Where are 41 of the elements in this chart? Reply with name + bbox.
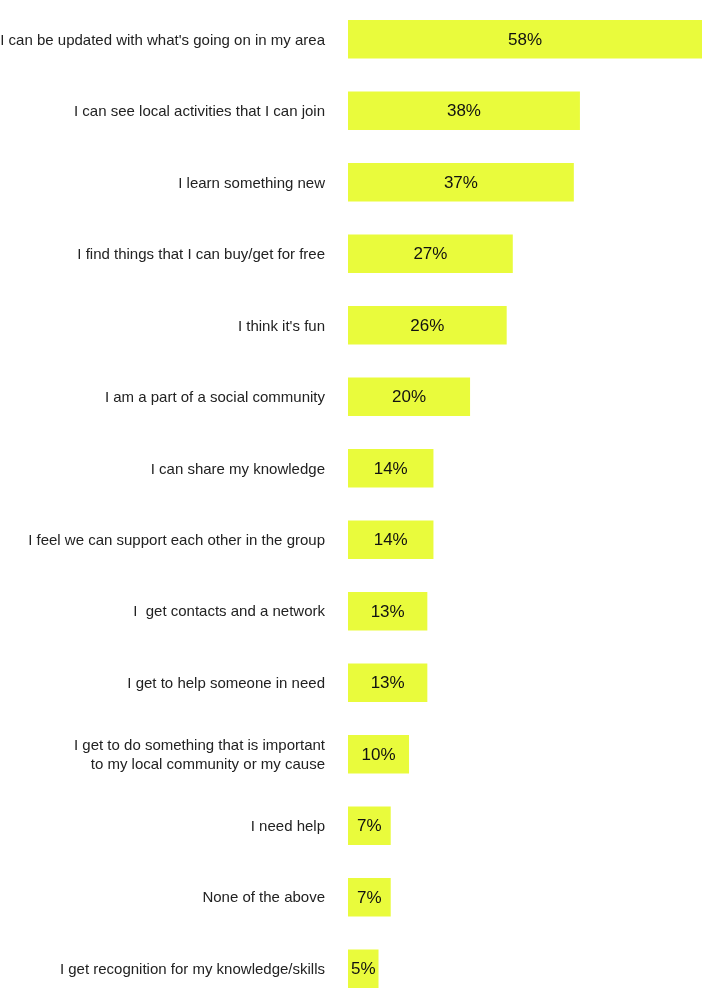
y-tick-label: I get to do something that is important to my local community or my cause bbox=[74, 735, 326, 773]
data-label: 7% bbox=[357, 816, 382, 836]
bar bbox=[348, 234, 513, 274]
data-label: 27% bbox=[413, 244, 448, 264]
bar bbox=[348, 20, 702, 59]
y-tick-label: I get recognition for my knowledge/skills bbox=[59, 959, 325, 977]
bar bbox=[348, 806, 391, 845]
data-label: 13% bbox=[370, 673, 405, 693]
data-label: 14% bbox=[373, 530, 408, 550]
y-tick-label: I get contacts and a network bbox=[133, 602, 326, 620]
y-tick-label: I get to help someone in need bbox=[127, 673, 325, 691]
bar bbox=[348, 448, 434, 488]
data-label: 20% bbox=[392, 387, 427, 407]
bar bbox=[348, 163, 574, 202]
data-label: 13% bbox=[370, 601, 405, 621]
y-tick-label: I can see local activities that I can join bbox=[74, 102, 325, 120]
bar bbox=[348, 377, 471, 417]
y-tick-label: I can share my knowledge bbox=[150, 459, 325, 477]
y-tick-label: I feel we can support each other in the group bbox=[28, 530, 325, 548]
data-label: 38% bbox=[446, 101, 481, 121]
bar bbox=[348, 663, 428, 703]
y-tick-label: None of the above bbox=[202, 888, 325, 906]
y-tick-label: I find things that I can buy/get for free bbox=[77, 245, 325, 263]
y-tick-label: I learn something new bbox=[178, 173, 326, 191]
data-label: 5% bbox=[350, 959, 376, 979]
y-tick-label: I can be updated with what's going on in my area bbox=[0, 30, 326, 48]
bar bbox=[348, 877, 391, 917]
data-label: 58% bbox=[507, 29, 543, 49]
data-label: 37% bbox=[443, 172, 478, 192]
y-tick-label: I need help bbox=[250, 816, 325, 834]
y-tick-label: I am a part of a social community bbox=[104, 388, 326, 406]
data-label: 10% bbox=[361, 744, 396, 764]
data-label: 26% bbox=[410, 315, 445, 335]
bar bbox=[348, 305, 507, 345]
data-label: 7% bbox=[357, 887, 382, 907]
bar bbox=[348, 91, 580, 131]
bar bbox=[348, 734, 410, 774]
bar bbox=[348, 591, 428, 631]
data-label: 14% bbox=[373, 458, 408, 478]
bar bbox=[348, 520, 434, 560]
y-tick-label: I think it's fun bbox=[237, 316, 325, 334]
